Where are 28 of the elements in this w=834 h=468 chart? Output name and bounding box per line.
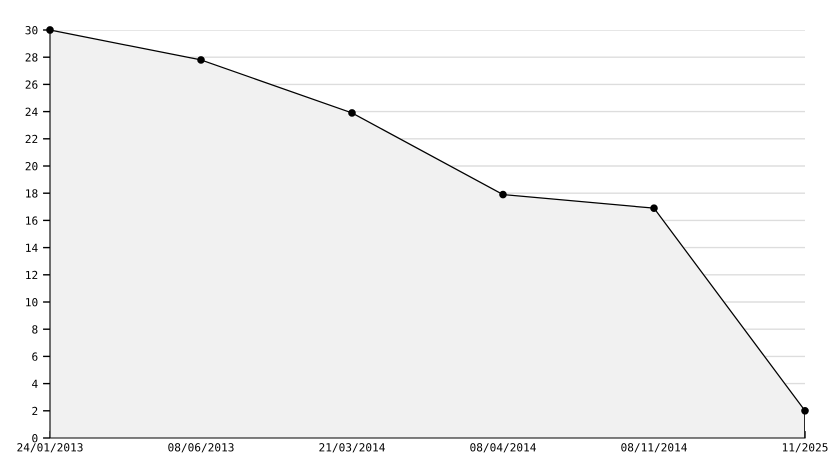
y-tick-label: 30 <box>26 26 38 34</box>
point <box>650 204 658 212</box>
x-tick-label: 08/11/2014 <box>621 443 687 452</box>
y-tick-label: 8 <box>32 325 38 334</box>
x-tick-label: 11/2025 <box>782 443 828 452</box>
y-tick-label: 0 <box>32 434 38 442</box>
y-tick-label: 18 <box>26 189 38 198</box>
y-tick-label: 24 <box>26 108 38 116</box>
y-tick-label: 14 <box>26 244 38 252</box>
x-tick-label: 08/04/2014 <box>470 443 536 452</box>
point <box>499 190 507 198</box>
y-tick-label: 10 <box>26 298 38 306</box>
point <box>801 406 809 415</box>
y-tick-label: 2 <box>32 406 38 416</box>
y-tick-label: 4 <box>32 380 38 388</box>
y-tick-label: 6 <box>32 352 38 361</box>
y-tick-label: 20 <box>26 162 38 170</box>
y-tick-label: 16 <box>26 216 38 225</box>
x-tick-label: 21/03/2014 <box>319 443 385 452</box>
point <box>46 26 54 34</box>
x-tick-label: 24/01/2013 <box>17 443 83 452</box>
point <box>348 109 356 117</box>
point <box>197 56 205 64</box>
y-tick-label: 22 <box>26 134 38 144</box>
y-tick-label: 12 <box>26 270 38 280</box>
y-tick-label: 26 <box>26 80 38 89</box>
y-tick-label: 28 <box>26 53 38 62</box>
x-tick-label: 08/06/2013 <box>168 443 234 452</box>
